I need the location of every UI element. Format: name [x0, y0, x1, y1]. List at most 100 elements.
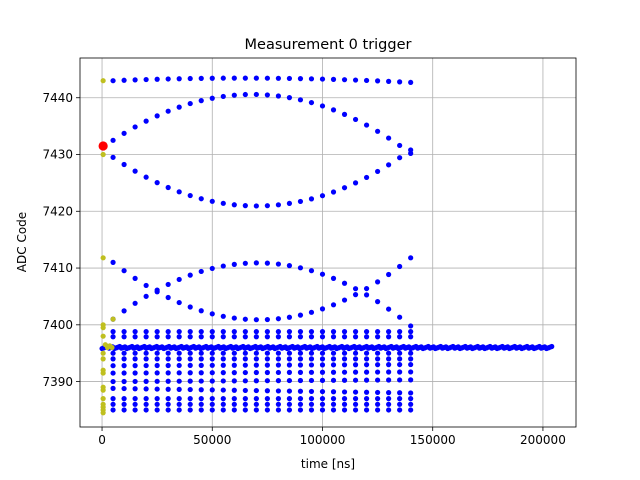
- data-point-blue: [165, 378, 171, 384]
- data-point-blue: [143, 378, 149, 384]
- data-point-blue: [253, 260, 259, 266]
- data-point-blue: [397, 329, 403, 335]
- data-point-blue: [264, 388, 270, 394]
- data-point-blue: [308, 356, 315, 362]
- data-point-blue: [386, 78, 392, 84]
- data-point-blue: [121, 130, 127, 136]
- x-tick-label: 100000: [300, 433, 346, 447]
- data-point-blue: [143, 334, 149, 340]
- data-point-blue: [275, 369, 281, 376]
- data-point-blue: [231, 334, 237, 340]
- data-point-blue: [363, 401, 370, 407]
- data-point-blue: [154, 329, 160, 335]
- data-point-blue: [242, 396, 248, 402]
- data-point-blue: [165, 294, 171, 301]
- data-point-blue: [308, 362, 315, 368]
- data-point-blue: [220, 362, 226, 368]
- data-point-blue: [330, 396, 337, 402]
- data-point-blue: [198, 362, 204, 368]
- data-point-blue: [341, 350, 348, 356]
- data-point-olive: [100, 387, 106, 393]
- data-point-blue: [363, 369, 370, 375]
- data-point-blue: [110, 154, 116, 160]
- data-point-blue: [352, 389, 359, 395]
- data-point-blue: [176, 396, 182, 402]
- data-point-blue: [308, 196, 315, 202]
- data-point-blue: [253, 329, 259, 335]
- data-point-blue: [308, 99, 315, 106]
- y-axis-ticks: 7390 7400 7410 7420 7430 7440: [42, 91, 80, 389]
- data-point-blue: [121, 396, 127, 402]
- chart-title: Measurement 0 trigger: [245, 37, 412, 53]
- data-point-blue: [330, 407, 337, 413]
- data-point-blue: [297, 97, 304, 103]
- data-point-blue: [198, 75, 204, 81]
- data-point-blue: [253, 362, 259, 368]
- data-point-blue: [220, 75, 226, 81]
- data-point-blue: [264, 203, 270, 209]
- data-point-blue: [220, 263, 226, 269]
- data-point-blue: [242, 401, 248, 407]
- data-point-blue: [253, 203, 259, 209]
- data-point-blue: [176, 334, 182, 340]
- data-point-blue: [308, 76, 315, 82]
- data-point-blue: [242, 203, 248, 209]
- data-point-blue: [187, 304, 193, 310]
- data-point-blue: [231, 407, 237, 413]
- data-point-blue: [297, 350, 304, 356]
- data-point-blue: [176, 76, 182, 82]
- data-point-blue: [143, 76, 149, 83]
- data-point-blue: [275, 329, 281, 335]
- data-point-blue: [187, 396, 193, 402]
- data-point-blue: [220, 396, 226, 402]
- data-point-blue: [220, 334, 226, 340]
- data-point-blue: [198, 387, 204, 393]
- data-point-blue: [143, 396, 149, 402]
- data-point-blue: [209, 329, 215, 335]
- data-point-blue: [330, 334, 337, 340]
- data-point-blue: [143, 407, 149, 413]
- data-point-blue: [154, 378, 160, 384]
- data-point-blue: [253, 407, 259, 413]
- data-point-blue: [397, 396, 403, 402]
- data-point-blue: [121, 407, 127, 413]
- data-point-blue: [187, 362, 193, 368]
- data-point-blue: [187, 334, 193, 340]
- y-tick-label: 7440: [42, 91, 73, 105]
- data-point-blue: [132, 168, 138, 174]
- data-point-blue: [154, 407, 160, 413]
- data-point-blue: [319, 388, 326, 395]
- data-point-blue: [408, 407, 414, 413]
- data-point-blue: [264, 75, 270, 81]
- data-point-blue: [165, 281, 171, 288]
- data-point-olive: [100, 370, 106, 376]
- data-point-blue: [121, 308, 127, 314]
- data-point-blue: [275, 356, 281, 362]
- data-point-blue: [408, 390, 414, 396]
- data-point-blue: [154, 401, 160, 407]
- data-point-blue: [143, 329, 149, 335]
- data-point-blue: [176, 350, 182, 356]
- data-point-blue: [352, 396, 359, 402]
- data-point-blue: [319, 356, 326, 362]
- data-point-blue: [242, 356, 248, 362]
- data-point-blue: [253, 396, 259, 402]
- data-point-blue: [165, 350, 171, 356]
- data-point-blue: [231, 202, 237, 208]
- data-point-blue: [386, 329, 392, 335]
- data-point-blue: [341, 329, 348, 335]
- data-point-blue: [286, 263, 293, 269]
- data-point-blue: [408, 79, 414, 86]
- data-point-blue: [275, 75, 281, 81]
- data-point-blue: [308, 268, 315, 274]
- data-point-blue: [121, 370, 127, 376]
- data-point-blue: [341, 407, 348, 413]
- data-point-blue: [319, 329, 326, 335]
- data-point-blue: [154, 362, 160, 369]
- data-point-blue: [375, 401, 381, 407]
- data-point-blue: [397, 263, 403, 270]
- data-point-blue: [110, 378, 116, 385]
- data-point-blue: [231, 387, 237, 393]
- data-point-blue: [242, 362, 248, 368]
